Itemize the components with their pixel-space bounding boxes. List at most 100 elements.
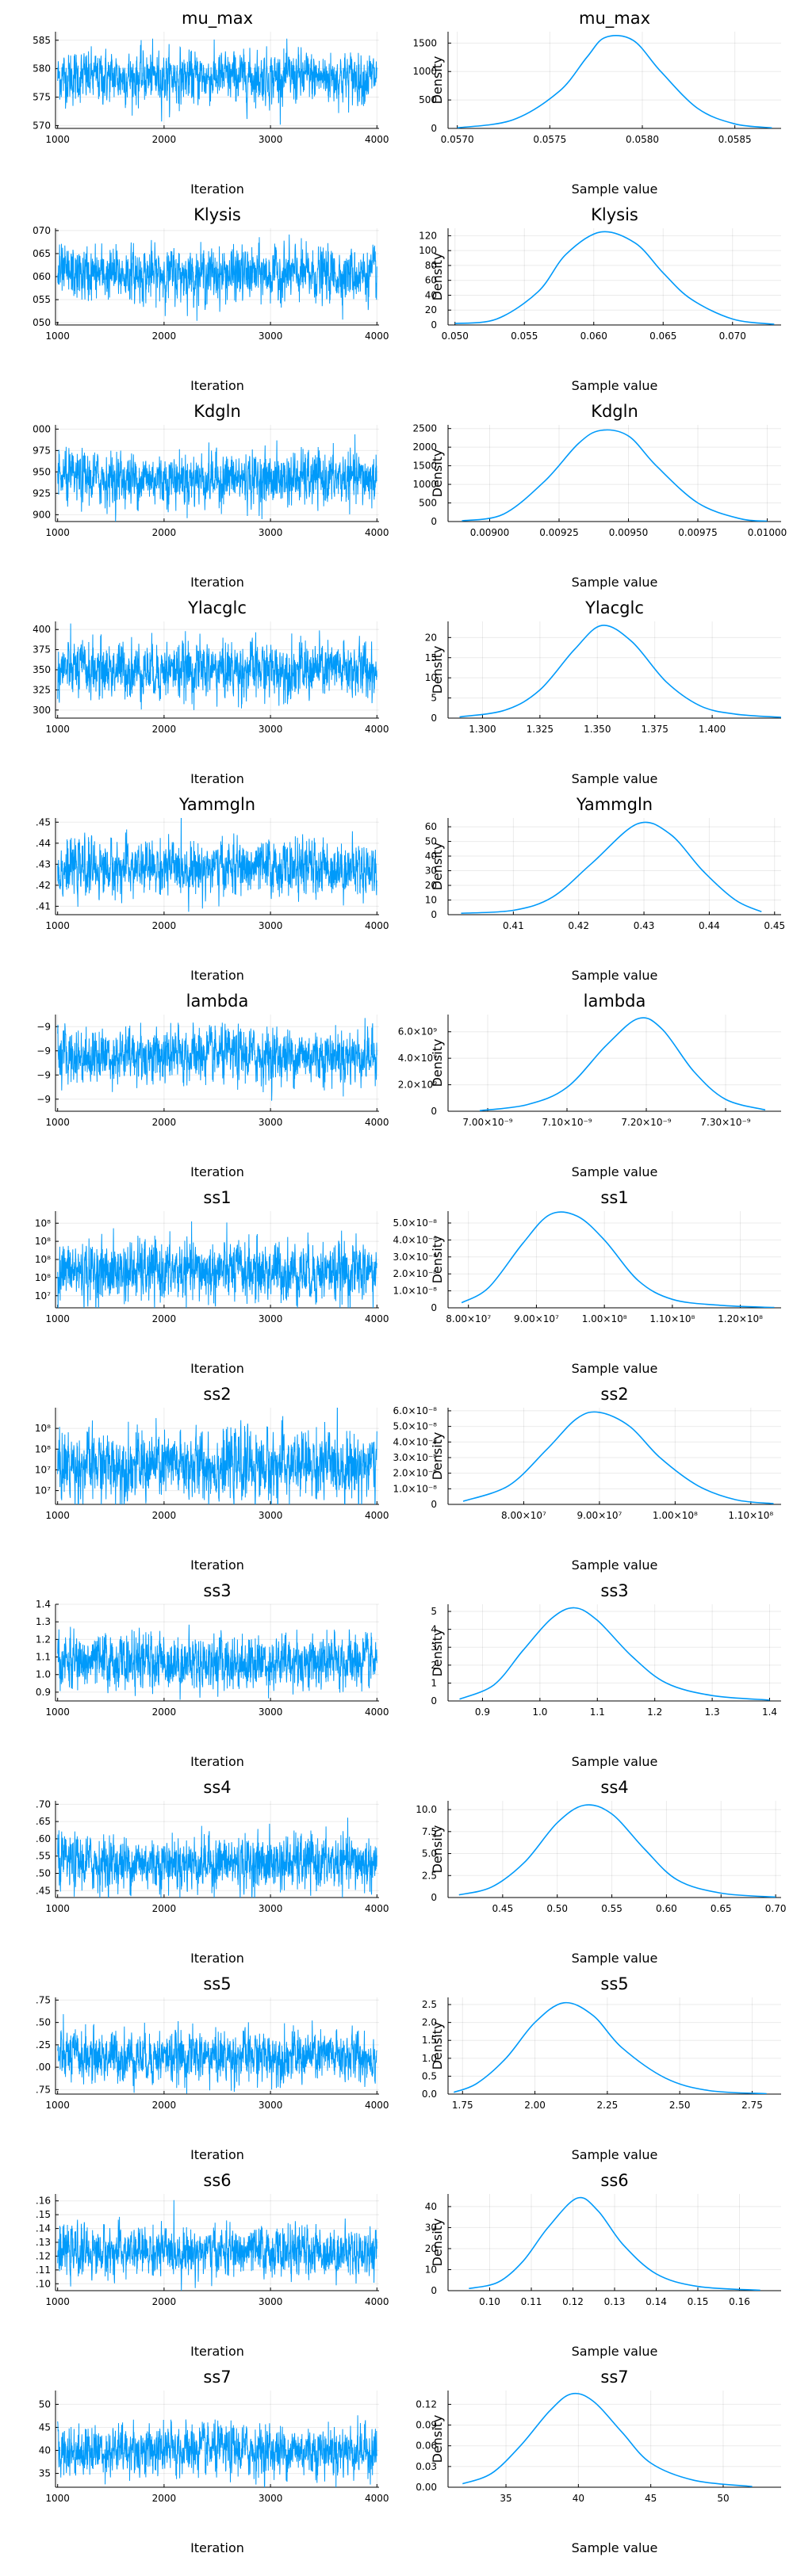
x-tick-label: 4000 <box>365 920 389 931</box>
x-axis-label: Sample value <box>572 1557 658 1573</box>
x-axis-label: Sample value <box>572 182 658 197</box>
y-tick-label: 2.5 <box>422 1870 437 1881</box>
x-tick-label: 0.9 <box>475 1707 490 1718</box>
x-tick-label: 1.00×10⁸ <box>653 1510 698 1521</box>
y-tick-label: .41 <box>36 900 51 912</box>
y-tick-label: 7.5 <box>422 1826 437 1837</box>
chart-title: mu_max <box>182 9 253 29</box>
x-tick-label: 0.050 <box>442 331 469 342</box>
chart-panel-13: 8.00×10⁷ 9.00×10⁷ 1.00×10⁸ 1.10×10⁸ 1.20×10⁸… <box>393 1188 781 1376</box>
x-tick-label: 0.42 <box>568 920 589 931</box>
chart-panel-9: 0.41 0.42 0.43 0.44 0.45 0 10 20 30 40 50 60 Yammgln… <box>425 795 785 983</box>
y-tick-label: .12 <box>36 2250 51 2261</box>
y-tick-label: .15 <box>36 2209 51 2220</box>
chart-panel-20: 1000 2000 3000 4000 .75 .00 .25 .50 .75 ss5 Iterat… <box>36 1974 389 2162</box>
x-tick-label: 2000 <box>152 1313 177 1324</box>
y-tick-label: 30 <box>425 866 437 877</box>
y-tick-label: 0 <box>431 1302 437 1313</box>
y-tick-label: 10⁸ <box>35 1423 51 1434</box>
x-tick-label: 9.00×10⁷ <box>514 1313 559 1324</box>
x-axis-label: Sample value <box>572 2540 658 2555</box>
y-tick-label: .43 <box>36 858 51 869</box>
y-axis-label: Density <box>430 843 445 891</box>
y-tick-label: 1.0×10⁻⁸ <box>393 1286 437 1297</box>
y-tick-label: 1.0×10⁻⁸ <box>393 1483 437 1494</box>
x-axis-label: Iteration <box>190 1557 244 1573</box>
x-tick-label: 3000 <box>259 2100 283 2111</box>
y-tick-label: 0.0 <box>422 2089 437 2100</box>
density-line <box>462 1411 774 1504</box>
y-tick-label: 1.0 <box>36 1669 51 1680</box>
y-tick-label: 10.0 <box>416 1804 437 1815</box>
y-axis-label: Density <box>430 1039 445 1087</box>
x-tick-label: 1.3 <box>705 1707 720 1718</box>
chart-panel-3: 0.050 0.055 0.060 0.065 0.070 0 20 40 60 80 100 120… <box>419 205 781 393</box>
y-tick-label: 1.3 <box>36 1616 51 1627</box>
trace-line <box>57 1624 377 1700</box>
y-tick-label: 1500 <box>412 37 437 48</box>
y-tick-label: 3.0×10⁻⁸ <box>393 1252 437 1263</box>
chart-panel-17: 0.9 1.0 1.1 1.2 1.3 1.4 0 1 2 3 4 5 ss3 Sample value D… <box>430 1581 781 1769</box>
y-tick-label: .10 <box>36 2278 51 2289</box>
x-tick-label: 1000 <box>45 527 70 538</box>
x-tick-label: 0.065 <box>649 331 676 342</box>
y-tick-label: 4.0×10⁻⁸ <box>393 1436 437 1447</box>
chart-panel-6: 1000 2000 3000 4000 300 325 350 375 400 Ylacglc It… <box>33 598 389 786</box>
y-tick-label: 10⁸ <box>35 1236 51 1247</box>
y-tick-label: 5.0×10⁻⁸ <box>393 1217 437 1229</box>
x-tick-label: 3000 <box>259 1707 283 1718</box>
chart-title: lambda <box>584 992 646 1011</box>
x-tick-label: 0.55 <box>601 1903 623 1914</box>
x-tick-label: 0.11 <box>521 2296 542 2307</box>
x-axis-label: Iteration <box>190 771 244 786</box>
chart-title: Klysis <box>591 205 638 224</box>
chart-title: ss4 <box>203 1778 231 1797</box>
chart-title: ss6 <box>203 2171 231 2190</box>
y-tick-label: .60 <box>36 1833 51 1844</box>
trace-line <box>57 1408 377 1504</box>
y-tick-label: 10⁸ <box>35 1443 51 1454</box>
x-tick-label: 1.20×10⁸ <box>718 1313 763 1324</box>
x-tick-label: 4000 <box>365 1510 389 1521</box>
y-tick-label: 2.0 <box>422 2017 437 2028</box>
y-tick-label: 35 <box>39 2468 51 2479</box>
trace-line <box>57 818 377 912</box>
y-tick-label: 0 <box>431 909 437 920</box>
y-tick-label: 60 <box>425 275 437 286</box>
y-axis-label: Density <box>430 1236 445 1284</box>
y-tick-label: 10 <box>425 895 437 906</box>
chart-panel-25: 35 40 45 50 0.00 0.03 0.06 0.09 0.12 ss7 Sample va… <box>416 2368 781 2555</box>
y-tick-label: 0 <box>431 1499 437 1510</box>
x-tick-label: 1.75 <box>452 2100 473 2111</box>
x-tick-label: 1000 <box>45 2493 70 2504</box>
y-tick-label: .75 <box>36 1994 51 2005</box>
y-tick-label: 2.5 <box>422 1999 437 2010</box>
x-tick-label: 0.45 <box>492 1903 513 1914</box>
x-tick-label: 0.15 <box>688 2296 709 2307</box>
chart-title: mu_max <box>579 9 650 29</box>
x-tick-label: 3000 <box>259 2296 283 2307</box>
y-tick-label: −9 <box>36 1069 51 1080</box>
x-tick-label: 1000 <box>45 331 70 342</box>
density-line <box>461 1211 775 1308</box>
x-tick-label: 0.16 <box>729 2296 750 2307</box>
x-tick-label: 0.0570 <box>441 134 474 145</box>
y-tick-label: 350 <box>33 664 51 675</box>
x-tick-label: 2.00 <box>524 2100 546 2111</box>
chart-panel-7: 1.300 1.325 1.350 1.375 1.400 0 5 10 15 20 Ylacglc… <box>425 598 781 786</box>
y-axis-label: Density <box>430 1825 445 1874</box>
y-axis-label: Density <box>430 253 445 301</box>
x-tick-label: 0.10 <box>479 2296 500 2307</box>
y-tick-label: 1.0 <box>422 2053 437 2064</box>
x-tick-label: 0.01000 <box>748 527 787 538</box>
trace-line <box>57 434 377 522</box>
x-tick-label: 0.44 <box>699 920 720 931</box>
x-axis-label: Sample value <box>572 771 658 786</box>
y-axis-label: Density <box>430 1629 445 1677</box>
x-tick-label: 1000 <box>45 1117 70 1128</box>
chart-title: ss7 <box>203 2368 231 2387</box>
x-tick-label: 2000 <box>152 1707 177 1718</box>
chart-panel-0: 1000 2000 3000 4000 570 575 580 585 mu_max Iterat… <box>33 9 389 197</box>
x-tick-label: 1.4 <box>762 1707 777 1718</box>
y-tick-label: 1.4 <box>36 1599 51 1610</box>
